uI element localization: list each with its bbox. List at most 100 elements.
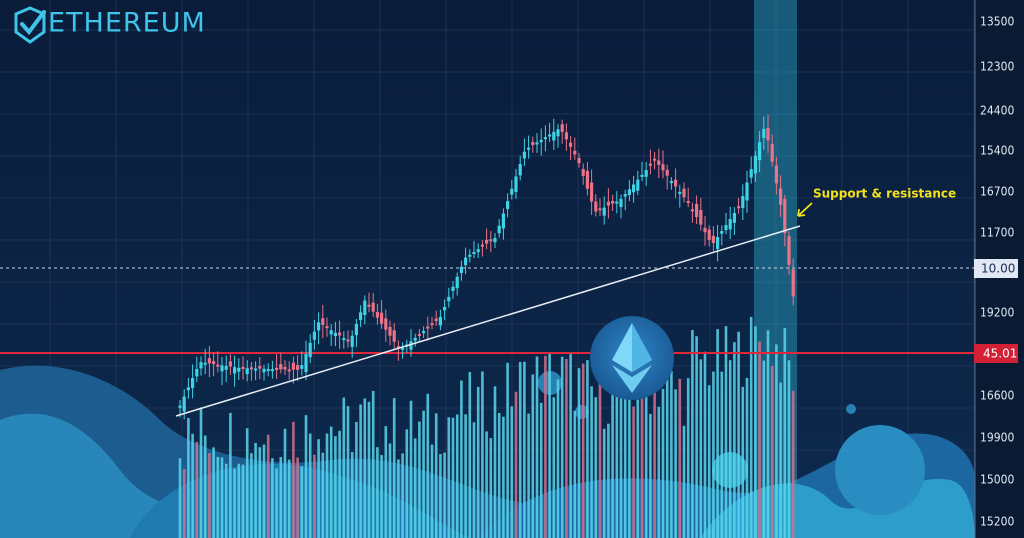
candle-body <box>724 225 728 231</box>
volume-bar <box>653 382 656 538</box>
candle-body <box>762 128 766 139</box>
volume-bar <box>271 458 274 538</box>
candle-body <box>422 331 426 334</box>
price-tag <box>974 344 1018 363</box>
candle-body <box>556 129 560 137</box>
candle-body <box>296 365 300 370</box>
candle-body <box>741 196 745 208</box>
volume-bar <box>556 379 560 538</box>
volume-bar <box>191 433 194 538</box>
volume-bar <box>413 438 417 538</box>
candle-body <box>191 378 195 389</box>
candle-body <box>417 333 421 336</box>
volume-bar <box>518 362 522 538</box>
volume-bar <box>426 393 430 538</box>
volume-bar <box>691 330 694 538</box>
volume-bar <box>317 439 320 538</box>
candle-body <box>329 330 333 335</box>
candle-body <box>623 194 627 197</box>
candle-body <box>321 318 325 325</box>
candle-body <box>682 188 686 198</box>
candle-body <box>522 151 526 159</box>
volume-bar <box>770 365 774 538</box>
volume-bar <box>430 444 434 538</box>
volume-bar <box>405 429 409 538</box>
volume-bar <box>220 457 224 538</box>
candle-body <box>199 362 203 369</box>
volume-bar <box>602 428 606 538</box>
candle-body <box>644 170 648 177</box>
candle-body <box>367 304 371 307</box>
volume-bar <box>355 421 358 538</box>
volume-bar <box>741 386 745 538</box>
candle-body <box>476 249 480 253</box>
volume-bar <box>468 372 472 538</box>
volume-bar <box>535 356 539 538</box>
candle-body <box>459 266 463 274</box>
volume-bar <box>313 454 316 538</box>
annotation: Support & resistance <box>813 187 956 201</box>
volume-bar <box>329 426 333 538</box>
price-tag-label: 45.01 <box>983 347 1017 361</box>
candle-body <box>396 346 400 349</box>
candle-body <box>497 225 501 234</box>
candle-body <box>409 341 413 350</box>
candle-body <box>212 361 216 365</box>
volume-bar <box>346 406 350 538</box>
volume-bar <box>187 417 190 538</box>
volume-bar <box>262 444 266 538</box>
volume-bar <box>418 421 421 538</box>
price-tag <box>974 259 1018 278</box>
candle-body <box>657 160 661 165</box>
candle-body <box>447 296 451 302</box>
candle-body <box>636 179 640 191</box>
candle-body <box>711 235 715 243</box>
volume-bar <box>447 417 451 538</box>
candle-body <box>207 358 211 364</box>
candle-body <box>745 182 749 201</box>
volume-bar <box>304 415 308 538</box>
candle-body <box>749 169 753 178</box>
volume-bar <box>233 468 236 538</box>
candle-body <box>350 335 354 347</box>
candle-body <box>766 128 770 141</box>
candle-body <box>317 322 321 331</box>
candle-body <box>535 142 539 145</box>
candle-body <box>560 124 564 132</box>
axis-label: 19200 <box>980 306 1014 320</box>
axis-label: 19900 <box>980 431 1014 445</box>
axis-label: 15000 <box>980 473 1014 487</box>
candle-body <box>552 131 556 141</box>
candle-body <box>434 318 438 322</box>
candle-body <box>653 158 657 161</box>
candle-body <box>455 276 459 289</box>
volume-bar <box>367 401 371 538</box>
candle-body <box>489 239 493 242</box>
volume-bar <box>338 430 341 538</box>
volume-bar <box>342 397 346 538</box>
candle-body <box>220 365 224 372</box>
candle-body <box>182 396 186 412</box>
volume-bar <box>224 463 228 538</box>
candle-body <box>375 311 379 318</box>
candle-body <box>291 362 295 370</box>
volume-bar <box>279 457 283 538</box>
candle-body <box>493 238 497 243</box>
volume-bar <box>363 398 367 538</box>
volume-bar <box>212 447 215 538</box>
candle-body <box>602 207 606 216</box>
candle-body <box>275 367 279 370</box>
candle-body <box>426 326 430 329</box>
axis-label: 15400 <box>980 144 1014 158</box>
volume-bar <box>308 433 312 538</box>
candlesticks <box>178 114 795 420</box>
volume-bar <box>619 365 623 538</box>
volume-bar <box>665 371 669 538</box>
volume-bar <box>506 362 509 538</box>
volume-bar <box>199 407 203 538</box>
volume-bar <box>531 374 535 538</box>
candle-body <box>228 361 232 367</box>
candle-body <box>258 366 262 369</box>
price-tag-label: 10.00 <box>981 262 1015 276</box>
volume-bar <box>737 331 740 538</box>
